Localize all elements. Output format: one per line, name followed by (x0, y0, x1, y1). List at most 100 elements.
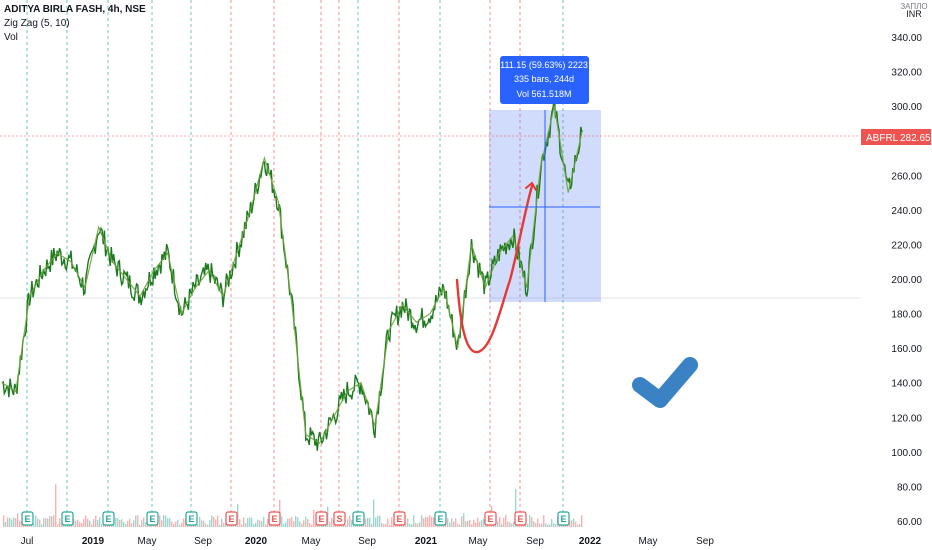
volume-bar (393, 522, 395, 527)
volume-bar (367, 517, 369, 527)
volume-bar (349, 515, 351, 527)
volume-bar (301, 523, 303, 527)
volume-bar (117, 518, 119, 527)
volume-bar (99, 517, 101, 527)
volume-bar (577, 524, 579, 527)
hand-drawn-curve (455, 184, 534, 354)
volume-bar (79, 522, 81, 527)
volume-bar (91, 524, 93, 527)
volume-bar (421, 515, 423, 527)
volume-bar (451, 518, 453, 527)
volume-bar (115, 517, 117, 527)
volume-bar (141, 520, 143, 527)
time-axis[interactable]: Jul 2019 May Sep 2020 May Sep 2021 May Sep 2022 May… (21, 536, 715, 547)
x-tick-label: May (639, 536, 658, 547)
volume-bar (307, 519, 309, 527)
indicator-volume[interactable]: Vol (4, 32, 18, 43)
volume-bar (465, 521, 467, 527)
last-price-label: ABFRL 282.65 (861, 129, 931, 145)
volume-bar (383, 523, 385, 527)
volume-bar (297, 517, 299, 527)
volume-bar (119, 519, 121, 527)
volume-bar (3, 515, 5, 527)
volume-bar (51, 516, 53, 527)
event-marker-box (102, 511, 115, 526)
volume-bar (95, 515, 97, 527)
volume-bar (477, 517, 479, 527)
volume-bar (93, 519, 95, 527)
volume-bar (459, 524, 461, 527)
volume-bar (273, 524, 275, 527)
volume-bar (161, 520, 163, 527)
volume-bar (467, 520, 469, 527)
volume-bar (511, 523, 513, 527)
y-tick-label: 300.00 (891, 102, 922, 113)
volume-bar (347, 519, 349, 527)
x-tick-label: May (302, 536, 321, 547)
x-tick-label: May (469, 536, 488, 547)
x-tick-label: 2021 (415, 536, 438, 547)
y-tick-label: 240.00 (891, 206, 922, 217)
volume-bar (289, 518, 291, 527)
volume-bar (539, 523, 541, 527)
y-tick-label: 200.00 (891, 275, 922, 286)
volume-bar (59, 518, 61, 527)
volume-bar (183, 518, 185, 527)
volume-bar (17, 513, 19, 527)
volume-bar (255, 522, 257, 527)
x-tick-label: May (138, 536, 157, 547)
volume-bar (175, 521, 177, 527)
y-tick-label: 160.00 (891, 344, 922, 355)
volume-bar (569, 520, 571, 527)
volume-bar (507, 521, 509, 527)
volume-bar (447, 518, 449, 527)
volume-bar (299, 521, 301, 527)
volume-bar (369, 517, 371, 527)
event-marker-box (61, 511, 74, 526)
volume-bar (133, 520, 135, 527)
volume-bar (249, 517, 251, 527)
volume-bar (381, 523, 383, 527)
volume-bar (189, 524, 191, 527)
indicator-zigzag[interactable]: Zig Zag (5, 10) (4, 18, 70, 29)
volume-bar (139, 524, 141, 527)
volume-bar (265, 524, 267, 527)
event-marker-label: E (355, 514, 361, 524)
volume-bar (427, 517, 429, 527)
price-axis[interactable]: 340.00320.00300.00280.00260.00240.00220.… (891, 33, 922, 528)
volume-bar (131, 523, 133, 527)
volume-bar (55, 484, 57, 527)
volume-bar (287, 518, 289, 527)
volume-bar (541, 523, 543, 527)
volume-bar (169, 518, 171, 527)
volume-bar (463, 513, 465, 527)
volume-bar (127, 520, 129, 527)
volume-bar (143, 517, 145, 527)
volume-bar (385, 523, 387, 527)
volume-bar (113, 523, 115, 527)
measure-tooltip: 111.15 (59.63%) 2223 335 bars, 244d Vol … (500, 56, 589, 104)
price-label-value: 282.65 (900, 133, 931, 144)
volume-bar (497, 521, 499, 527)
volume-bar (157, 524, 159, 527)
volume-bar (365, 518, 367, 527)
volume-bar (291, 517, 293, 527)
volume-bar (101, 524, 103, 527)
volume-bar (203, 520, 205, 527)
volume-bar (57, 524, 59, 527)
event-marker-label: E (560, 514, 566, 524)
volume-bar (173, 523, 175, 527)
volume-bar (551, 518, 553, 527)
volume-bar (165, 515, 167, 527)
event-marker-label: E (228, 514, 234, 524)
event-marker-box (333, 511, 346, 526)
volume-bar (413, 515, 415, 527)
volume-bar (549, 524, 551, 527)
volume-bar (283, 523, 285, 527)
curve-arrow-head (525, 181, 537, 191)
volume-bar (207, 524, 209, 527)
volume-bar (35, 515, 37, 527)
volume-bar (53, 515, 55, 527)
